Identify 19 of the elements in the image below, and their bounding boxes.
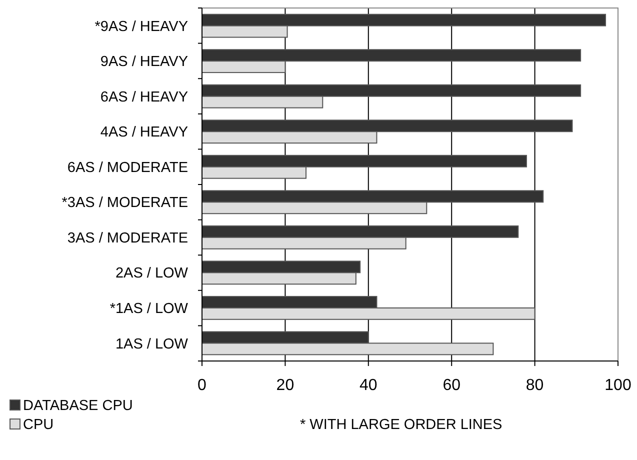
text: * WITH LARGE ORDER LINES bbox=[300, 417, 502, 433]
y-tick-label: 2AS / LOW bbox=[115, 266, 188, 282]
y-tick-label: *9AS / HEAVY bbox=[94, 18, 188, 35]
legend-label: DATABASE CPU bbox=[23, 398, 133, 414]
y-tick-label: 1AS / LOW bbox=[115, 336, 188, 352]
x-tick-label: 40 bbox=[360, 377, 378, 394]
x-tick-label: 60 bbox=[442, 377, 461, 394]
x-tick-label: 100 bbox=[604, 377, 632, 394]
y-tick-label: 4AS / HEAVY bbox=[100, 124, 188, 141]
legend-label: CPU bbox=[23, 417, 54, 433]
x-tick-label: 0 bbox=[198, 377, 207, 394]
y-tick-label: 3AS / MODERATE bbox=[67, 230, 188, 246]
y-tick-label: 6AS / HEAVY bbox=[100, 89, 188, 106]
y-tick-label: *3AS / MODERATE bbox=[62, 195, 188, 212]
y-tick-label: 6AS / MODERATE bbox=[67, 160, 188, 176]
x-tick-label: 20 bbox=[276, 377, 294, 394]
y-tick-label: 9AS / HEAVY bbox=[100, 54, 188, 70]
y-tick-label: *1AS / LOW bbox=[110, 301, 188, 317]
x-tick-label: 80 bbox=[526, 377, 544, 394]
